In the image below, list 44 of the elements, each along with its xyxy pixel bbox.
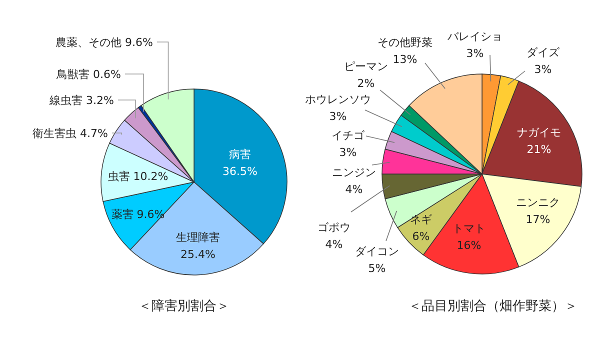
slice-label: 薬害 bbox=[111, 208, 134, 221]
data-label: 4% bbox=[345, 183, 363, 196]
slice-label: 病害 bbox=[229, 148, 251, 161]
data-label: 6% bbox=[412, 230, 430, 243]
slice-label: ネギ bbox=[410, 213, 432, 226]
data-label: 3% bbox=[466, 47, 484, 60]
slice-label: 衛生害虫 bbox=[32, 127, 77, 140]
slice-label: ピーマン bbox=[344, 60, 388, 73]
data-label: 9.6% bbox=[136, 208, 165, 221]
data-label: 9.6% bbox=[125, 36, 153, 49]
slice-label: トマト bbox=[452, 222, 486, 235]
slice-label: ニンニク bbox=[516, 196, 560, 209]
data-label: 16% bbox=[456, 239, 482, 252]
data-label: 3% bbox=[329, 110, 347, 123]
data-label: 3% bbox=[339, 146, 357, 159]
data-label: 2% bbox=[357, 77, 375, 90]
slice-label: ホウレンソウ bbox=[305, 93, 371, 106]
data-label: 21% bbox=[526, 143, 552, 156]
slice-label: 線虫害 bbox=[50, 94, 83, 107]
slice-label: 生理障害 bbox=[176, 231, 220, 244]
slice-label: イチゴ bbox=[332, 129, 366, 142]
data-label: 5% bbox=[368, 262, 386, 275]
slice-label: ゴボウ bbox=[318, 221, 350, 234]
data-label: 4.7% bbox=[80, 127, 108, 140]
data-label: 3.2% bbox=[86, 94, 114, 107]
data-label: 36.5% bbox=[222, 165, 258, 178]
text: ＜品目別割合（畑作野菜）＞ bbox=[408, 299, 578, 314]
data-label: 25.4% bbox=[180, 248, 216, 261]
data-label: 17% bbox=[526, 213, 550, 226]
text: ＜障害別割合＞ bbox=[138, 298, 230, 314]
slice-label: 農薬、その他 bbox=[56, 36, 122, 49]
slice-label: 虫害 bbox=[108, 170, 130, 183]
data-label: 10.2% bbox=[133, 170, 168, 183]
slice-label: ニンジン bbox=[332, 166, 376, 179]
slice-label: ダイズ bbox=[526, 46, 560, 59]
slice-label: バレイショ bbox=[446, 30, 502, 43]
data-label: 4% bbox=[325, 238, 343, 251]
slice-label: ダイコン bbox=[355, 245, 399, 258]
data-label: 0.6% bbox=[93, 68, 121, 81]
slice-label: 鳥獣害 bbox=[56, 68, 90, 81]
slice-label: その他野菜 bbox=[378, 36, 432, 49]
slice-label: ナガイモ bbox=[517, 126, 561, 139]
data-label: 3% bbox=[534, 63, 552, 76]
data-label: 13% bbox=[392, 53, 418, 66]
